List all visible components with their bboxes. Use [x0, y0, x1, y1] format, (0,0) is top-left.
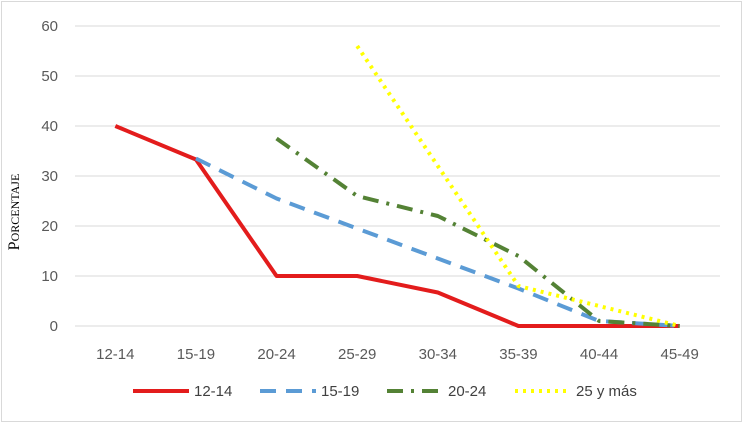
- legend-item: 12-14: [133, 383, 232, 400]
- y-tick-label: 10: [41, 268, 58, 285]
- y-tick-label: 20: [41, 218, 58, 235]
- legend-label: 20-24: [448, 383, 486, 400]
- legend-label: 25 y más: [576, 383, 637, 400]
- x-tick-label: 45-49: [661, 346, 699, 363]
- series-line-25-y-más: [355, 44, 681, 328]
- x-axis-ticks: 12-14 15-19 20-24 25-29 30-34 35-39 40-44 45-49: [96, 346, 699, 363]
- legend-label: 15-19: [321, 383, 359, 400]
- legend-label: 12-14: [194, 383, 232, 400]
- y-axis-title: PORCENTAJE: [6, 174, 23, 251]
- legend: 12-14 15-19 20-24 25 y más: [133, 383, 637, 400]
- series-line-20-24: [275, 136, 680, 328]
- series-lines: [114, 44, 681, 328]
- x-tick-label: 40-44: [580, 346, 618, 363]
- y-tick-label: 40: [41, 118, 58, 135]
- gridlines: [75, 25, 720, 327]
- x-tick-label: 15-19: [177, 346, 215, 363]
- x-tick-label: 12-14: [96, 346, 134, 363]
- y-axis-label: PORCENTAJE: [6, 174, 23, 251]
- x-tick-label: 25-29: [338, 346, 376, 363]
- y-tick-label: 50: [41, 68, 58, 85]
- legend-item: 20-24: [387, 383, 486, 400]
- y-axis-ticks: 0 10 20 30 40 50 60: [41, 18, 58, 335]
- y-tick-label: 60: [41, 18, 58, 35]
- legend-item: 25 y más: [515, 383, 637, 400]
- series-line-12-14: [114, 124, 680, 328]
- x-tick-label: 30-34: [419, 346, 457, 363]
- legend-item: 15-19: [260, 383, 359, 400]
- series-line-15-19: [195, 156, 680, 328]
- x-tick-label: 35-39: [499, 346, 537, 363]
- x-tick-label: 20-24: [257, 346, 295, 363]
- y-tick-label: 0: [50, 318, 58, 335]
- y-tick-label: 30: [41, 168, 58, 185]
